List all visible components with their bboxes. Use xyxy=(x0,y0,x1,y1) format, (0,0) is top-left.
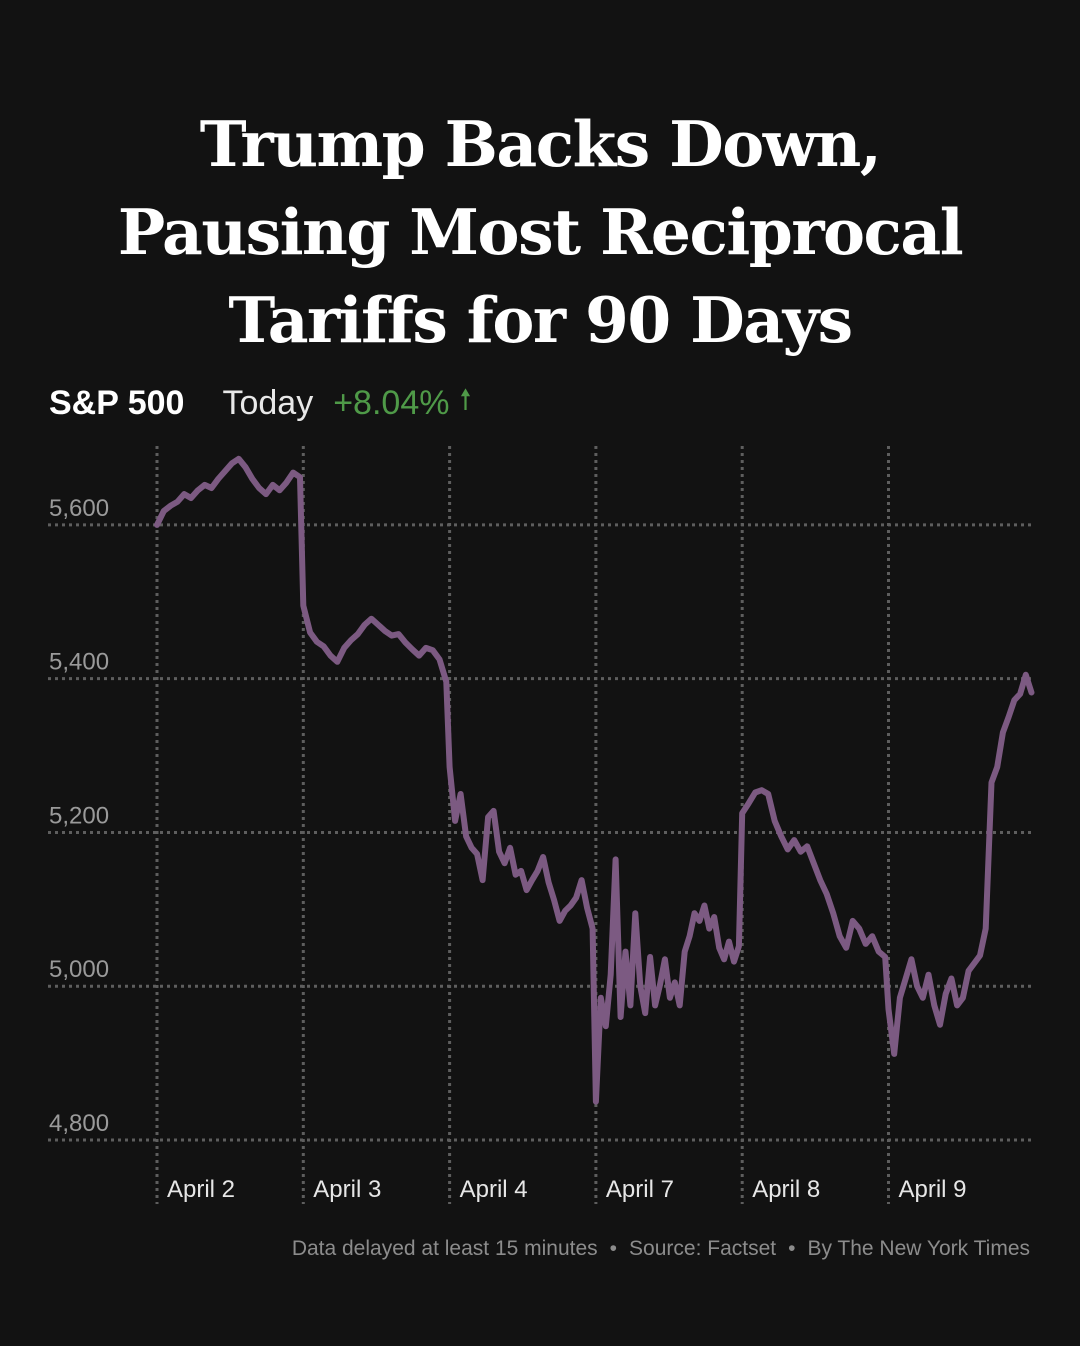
price-line-series xyxy=(154,455,1035,1105)
footer: Data delayed at least 15 minutes • Source:… xyxy=(292,1237,1030,1261)
ticker-period: Today xyxy=(222,383,314,422)
headline: Trump Backs Down, Pausing Most Reciproca… xyxy=(117,107,964,357)
ticker-summary: S&P 500 Today +8.04% 🠕 xyxy=(49,380,471,426)
x-tick-label: April 3 xyxy=(313,1176,381,1203)
x-tick-label: April 9 xyxy=(899,1176,967,1203)
footer-delay-note: Data delayed at least 15 minutes xyxy=(291,1237,598,1260)
y-tick-label: 5,600 xyxy=(49,495,109,522)
footer-separator: • xyxy=(788,1237,796,1260)
x-tick-label: April 4 xyxy=(460,1176,528,1203)
x-tick-label: April 7 xyxy=(606,1176,674,1203)
up-arrow-icon: 🠕 xyxy=(459,384,472,415)
y-tick-label: 5,000 xyxy=(49,956,109,983)
y-tick-label: 4,800 xyxy=(49,1110,109,1137)
footer-separator: • xyxy=(609,1237,618,1260)
ticker-name: S&P 500 xyxy=(49,383,185,422)
footer-credit: By The New York Times xyxy=(807,1237,1030,1260)
y-tick-label: 5,400 xyxy=(49,649,109,676)
sp500-line-chart: 4,800 5,000 5,200 5,400 5,600 April 2 April 3 A… xyxy=(48,446,1035,1204)
y-tick-label: 5,200 xyxy=(49,802,109,829)
ticker-change: +8.04% xyxy=(333,383,450,422)
x-tick-label: April 8 xyxy=(752,1176,820,1203)
x-tick-label: April 2 xyxy=(167,1176,235,1203)
footer-source: Source: Factset xyxy=(629,1237,777,1260)
